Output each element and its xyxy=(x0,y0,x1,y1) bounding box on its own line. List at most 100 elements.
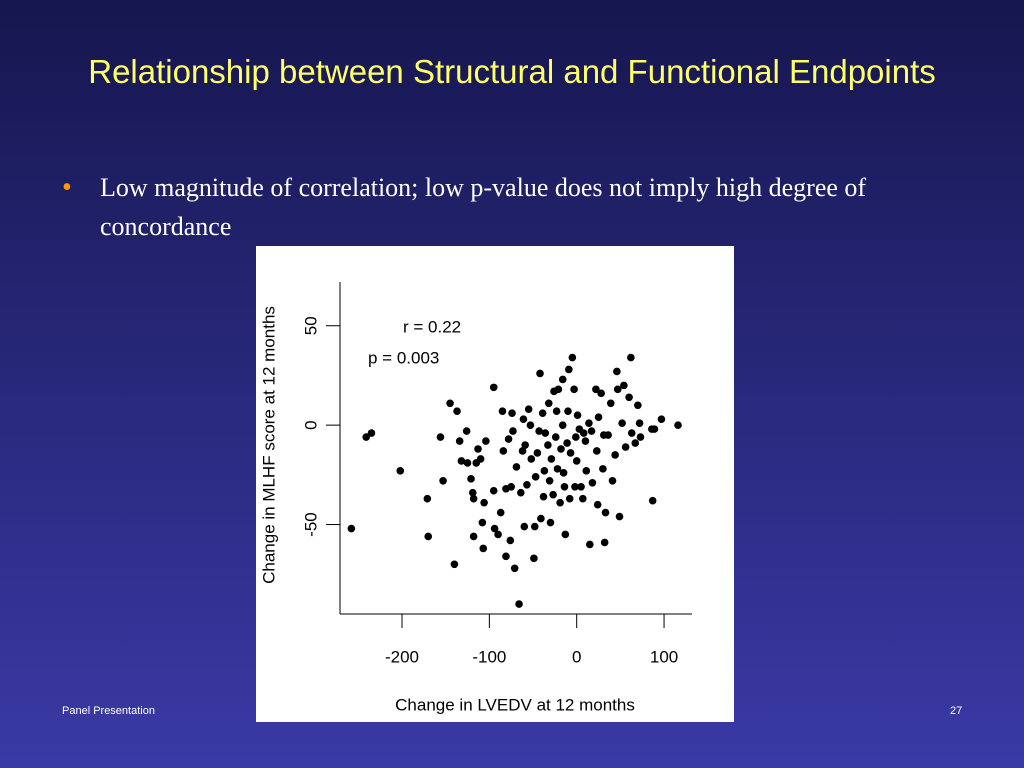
point xyxy=(524,405,533,414)
point xyxy=(474,445,482,453)
point xyxy=(518,447,527,455)
point xyxy=(636,433,645,441)
point xyxy=(498,407,507,416)
point xyxy=(579,494,587,503)
point xyxy=(559,469,568,477)
point xyxy=(496,508,505,517)
point xyxy=(554,385,563,394)
point xyxy=(453,407,461,416)
point xyxy=(565,365,573,374)
point xyxy=(553,465,562,473)
point xyxy=(538,409,547,418)
point xyxy=(502,552,510,561)
footer-text: Panel Presentation xyxy=(62,705,155,717)
point xyxy=(439,477,447,485)
point xyxy=(455,437,464,445)
point xyxy=(581,437,590,445)
point xyxy=(565,494,574,503)
point xyxy=(482,437,490,445)
point xyxy=(560,482,569,491)
point xyxy=(592,385,600,394)
point xyxy=(478,518,487,527)
annotation: p = 0.003 xyxy=(368,348,439,367)
point xyxy=(535,427,543,435)
point xyxy=(499,447,508,455)
point xyxy=(588,478,597,487)
point xyxy=(526,421,535,429)
point xyxy=(530,554,538,563)
point xyxy=(599,465,607,473)
bullet-dot: • xyxy=(62,172,72,203)
point xyxy=(674,421,682,429)
point xyxy=(597,389,605,398)
point xyxy=(480,498,488,507)
x-axis-label: Change in LVEDV at 12 months xyxy=(395,695,635,714)
point xyxy=(436,433,445,441)
point xyxy=(446,399,454,408)
chart: r = 0.22 p = 0.003 Change in LVEDV at 12… xyxy=(256,246,734,722)
point xyxy=(600,538,609,547)
point xyxy=(621,443,630,451)
slide-title: Relationship between Structural and Func… xyxy=(88,53,936,90)
point xyxy=(631,439,640,447)
bullet: • Low magnitude of correlation; low p-va… xyxy=(62,168,952,246)
point xyxy=(463,459,472,467)
point xyxy=(627,353,635,362)
point xyxy=(362,433,371,441)
point xyxy=(635,419,644,427)
point xyxy=(558,421,567,429)
point xyxy=(547,455,556,463)
x-tick-label: 100 xyxy=(650,647,678,666)
point xyxy=(577,482,585,491)
point xyxy=(457,457,466,465)
point xyxy=(508,409,516,418)
point xyxy=(570,385,578,394)
point xyxy=(634,401,642,410)
point xyxy=(608,477,617,485)
point xyxy=(587,427,596,435)
point xyxy=(585,419,593,427)
point xyxy=(519,415,528,423)
point xyxy=(462,427,471,435)
point xyxy=(367,429,376,437)
point xyxy=(489,486,498,495)
point xyxy=(613,385,622,394)
point xyxy=(615,512,624,521)
y-tick-label: 50 xyxy=(301,316,320,335)
point xyxy=(558,375,567,384)
point xyxy=(586,540,594,549)
point xyxy=(627,429,636,437)
point xyxy=(563,439,571,447)
point xyxy=(648,496,657,505)
point xyxy=(450,560,459,569)
point xyxy=(512,463,521,471)
point xyxy=(476,455,485,463)
point xyxy=(568,353,577,362)
y-axis-label: Change in MLHF score at 12 months xyxy=(259,306,278,584)
point xyxy=(423,494,432,503)
x-tick-label: -100 xyxy=(472,647,506,666)
point xyxy=(571,482,579,491)
point xyxy=(545,477,554,485)
point xyxy=(467,475,475,483)
point xyxy=(523,480,531,489)
point xyxy=(544,441,552,449)
point xyxy=(424,532,433,541)
point xyxy=(551,433,560,441)
bullet-text: Low magnitude of correlation; low p-valu… xyxy=(100,173,867,241)
point xyxy=(506,536,515,545)
point xyxy=(601,508,610,517)
point xyxy=(509,427,517,435)
y-tick-label: 0 xyxy=(301,420,320,429)
point xyxy=(552,407,561,416)
point xyxy=(611,451,619,459)
point xyxy=(537,514,545,523)
point xyxy=(489,383,498,392)
point xyxy=(579,429,588,437)
point xyxy=(531,473,540,481)
point xyxy=(604,431,612,439)
point xyxy=(539,492,548,501)
y-tick-label: -50 xyxy=(301,512,320,537)
point xyxy=(657,415,666,423)
